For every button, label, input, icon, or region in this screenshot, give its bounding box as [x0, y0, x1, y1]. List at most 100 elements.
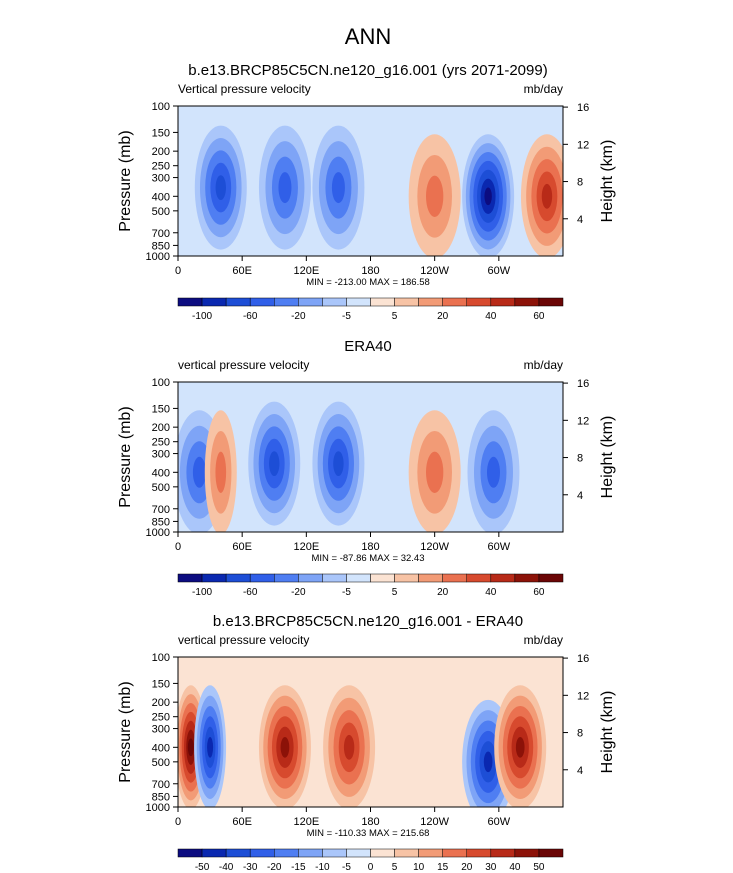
y2-tick-label: 16: [577, 378, 589, 390]
colorbar-box: [394, 848, 419, 858]
panel-subtitle-left: Vertical pressure velocity: [178, 82, 311, 96]
contour-feature: [483, 751, 493, 773]
contour-feature: [187, 738, 194, 757]
panel-3: b.e13.BRCP85C5CN.ne120_g16.001 - ERA40 ve…: [117, 613, 616, 873]
colorbar-box: [418, 573, 443, 583]
y2-tick-label: 4: [577, 765, 583, 777]
x-tick-label: 120W: [420, 265, 449, 277]
colorbar-box: [370, 297, 395, 307]
colorbar-box: [201, 297, 227, 307]
plot-area: [178, 657, 563, 807]
panel-subtitle-right: mb/day: [524, 633, 563, 647]
y2-tick-label: 12: [577, 415, 589, 427]
x-tick-label: 60E: [232, 265, 252, 277]
colorbar-box: [538, 573, 564, 583]
y-tick-label: 100: [152, 377, 170, 389]
y2-tick-label: 4: [577, 490, 583, 502]
colorbar-box: [346, 297, 371, 307]
colorbar-label: -10: [315, 862, 330, 873]
colorbar-label: -40: [219, 862, 234, 873]
y-tick-label: 400: [152, 191, 170, 203]
y-tick-label: 400: [152, 467, 170, 479]
colorbar-box: [274, 848, 299, 858]
contour-feature: [333, 451, 344, 477]
x-tick-label: 0: [175, 541, 181, 553]
colorbar-label: 20: [461, 862, 473, 873]
x-tick-label: 60W: [488, 816, 511, 828]
colorbar-box: [249, 573, 275, 583]
y2-tick-label: 12: [577, 139, 589, 151]
plot-area: [178, 382, 563, 532]
colorbar-label: 50: [533, 862, 545, 873]
panel-1: b.e13.BRCP85C5CN.ne120_g16.001 (yrs 2071…: [117, 62, 616, 322]
y-tick-label: 700: [152, 504, 170, 516]
colorbar-label: 40: [485, 311, 497, 322]
contour-feature: [515, 736, 525, 758]
y-tick-label: 1000: [146, 251, 170, 263]
x-tick-label: 60W: [488, 265, 511, 277]
panel-subtitle-right: mb/day: [524, 358, 563, 372]
colorbar-label: 5: [392, 862, 398, 873]
colorbar-box: [177, 848, 203, 858]
colorbar-label: -50: [195, 862, 210, 873]
colorbar-box: [466, 848, 492, 858]
panel-title: b.e13.BRCP85C5CN.ne120_g16.001 - ERA40: [213, 613, 523, 630]
contour-feature: [192, 456, 206, 488]
y-tick-label: 850: [152, 240, 170, 252]
colorbar-label: -5: [342, 862, 351, 873]
colorbar-label: 40: [485, 587, 497, 598]
colorbar-box: [322, 573, 347, 583]
contour-feature: [426, 451, 444, 493]
contour-feature: [215, 451, 227, 493]
y2-tick-label: 4: [577, 214, 583, 226]
colorbar-box: [418, 848, 443, 858]
y-axis-label: Pressure (mb): [117, 681, 134, 782]
x-tick-label: 120E: [293, 816, 319, 828]
y2-axis-label: Height (km): [599, 691, 616, 774]
y-tick-label: 150: [152, 403, 170, 415]
x-tick-label: 60E: [232, 816, 252, 828]
y-tick-label: 200: [152, 697, 170, 709]
figure-title: ANN: [345, 24, 391, 49]
y-tick-label: 150: [152, 127, 170, 139]
contour-feature: [486, 456, 500, 488]
colorbar-box: [298, 573, 323, 583]
colorbar-label: -30: [243, 862, 258, 873]
colorbar-label: -20: [291, 311, 306, 322]
y-tick-label: 500: [152, 757, 170, 769]
colorbar-box: [538, 297, 564, 307]
y2-tick-label: 16: [577, 653, 589, 665]
colorbar-box: [394, 573, 419, 583]
y-tick-label: 200: [152, 146, 170, 158]
y-tick-label: 250: [152, 161, 170, 173]
contour-feature: [541, 183, 553, 209]
colorbar-box: [514, 573, 540, 583]
colorbar-box: [370, 573, 395, 583]
colorbar-label: 40: [509, 862, 521, 873]
y-tick-label: 500: [152, 482, 170, 494]
y2-axis-label: Height (km): [599, 140, 616, 223]
colorbar-box: [490, 297, 516, 307]
colorbar-box: [538, 848, 564, 858]
colorbar-label: 5: [392, 311, 398, 322]
colorbar-box: [514, 297, 540, 307]
contour-feature: [331, 172, 345, 204]
y-tick-label: 200: [152, 422, 170, 434]
colorbar-box: [442, 297, 467, 307]
y2-axis-label: Height (km): [599, 416, 616, 499]
x-tick-label: 180: [361, 265, 379, 277]
colorbar-box: [298, 848, 323, 858]
stats-label: MIN = -213.00 MAX = 186.58: [306, 277, 430, 288]
plot-area: [178, 106, 563, 256]
colorbar-box: [177, 573, 203, 583]
colorbar-box: [370, 848, 395, 858]
colorbar-box: [466, 297, 492, 307]
panel-title: b.e13.BRCP85C5CN.ne120_g16.001 (yrs 2071…: [188, 62, 547, 79]
colorbar-label: -60: [243, 311, 258, 322]
colorbar-label: 60: [533, 311, 545, 322]
y-tick-label: 400: [152, 742, 170, 754]
colorbar-box: [274, 297, 299, 307]
y-tick-label: 1000: [146, 527, 170, 539]
colorbar-box: [322, 297, 347, 307]
y-tick-label: 500: [152, 206, 170, 218]
